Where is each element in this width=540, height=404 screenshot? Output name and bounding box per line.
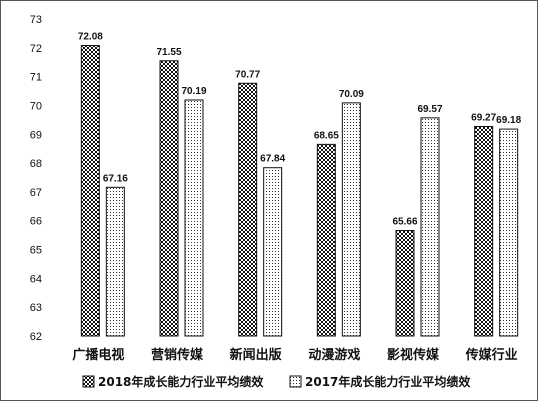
y-tick-label: 70 <box>30 100 42 112</box>
bars-group <box>80 45 519 337</box>
bar-2018-4 <box>395 230 415 337</box>
bar-2017-2 <box>263 167 283 337</box>
bar-2018-3 <box>316 143 336 337</box>
legend-label-2017: 2017年成长能力行业平均绩效 <box>305 374 471 389</box>
x-category-label: 营销传媒 <box>151 347 204 363</box>
bar-2018-0 <box>80 45 100 337</box>
y-tick-label: 69 <box>30 129 42 141</box>
y-tick-label: 66 <box>30 216 42 228</box>
data-label: 70.77 <box>235 69 260 80</box>
legend-swatch-2018 <box>82 375 95 388</box>
bar-2017-0 <box>105 186 125 337</box>
bar-2017-5 <box>499 128 519 337</box>
x-category-label: 影视传媒 <box>387 347 440 363</box>
data-label: 67.84 <box>260 154 285 165</box>
y-axis: 62 63 64 65 66 67 68 69 70 71 72 73 <box>30 14 42 343</box>
y-tick-label: 64 <box>30 273 42 285</box>
data-labels-group: 72.08 71.55 70.77 68.65 65.66 69.27 67.16 70.19… <box>78 32 522 228</box>
y-tick-label: 67 <box>30 187 42 199</box>
data-label: 70.19 <box>181 86 206 97</box>
data-label: 69.57 <box>417 104 442 115</box>
data-label: 65.66 <box>392 217 417 228</box>
y-tick-label: 71 <box>30 72 42 84</box>
bar-2018-2 <box>238 82 258 337</box>
data-label: 70.09 <box>339 89 364 100</box>
y-tick-label: 73 <box>30 14 42 26</box>
y-tick-label: 65 <box>30 245 42 257</box>
bar-2017-1 <box>184 99 204 337</box>
bar-2017-4 <box>420 117 440 337</box>
x-category-label: 广播电视 <box>72 347 124 363</box>
y-tick-label: 63 <box>30 302 42 314</box>
x-category-label: 动漫游戏 <box>308 347 360 363</box>
bar-2018-5 <box>474 125 494 337</box>
x-category-label: 传媒行业 <box>465 347 518 363</box>
data-label: 72.08 <box>78 32 103 43</box>
bar-2017-3 <box>341 102 361 337</box>
x-axis: 广播电视 营销传媒 新闻出版 动漫游戏 影视传媒 传媒行业 <box>72 347 517 363</box>
data-label: 67.16 <box>103 173 128 184</box>
legend-label-2018: 2018年成长能力行业平均绩效 <box>98 374 264 389</box>
x-category-label: 新闻出版 <box>230 347 282 363</box>
y-tick-label: 68 <box>30 158 42 170</box>
legend-swatch-2017 <box>289 375 302 388</box>
data-label: 69.18 <box>496 115 521 126</box>
y-tick-label: 62 <box>30 331 42 343</box>
data-label: 68.65 <box>314 130 339 141</box>
bar-2018-1 <box>159 60 179 337</box>
legend: 2018年成长能力行业平均绩效 2017年成长能力行业平均绩效 <box>82 374 471 389</box>
data-label: 71.55 <box>156 47 181 58</box>
y-tick-label: 72 <box>30 43 42 55</box>
data-label: 69.27 <box>471 112 496 123</box>
